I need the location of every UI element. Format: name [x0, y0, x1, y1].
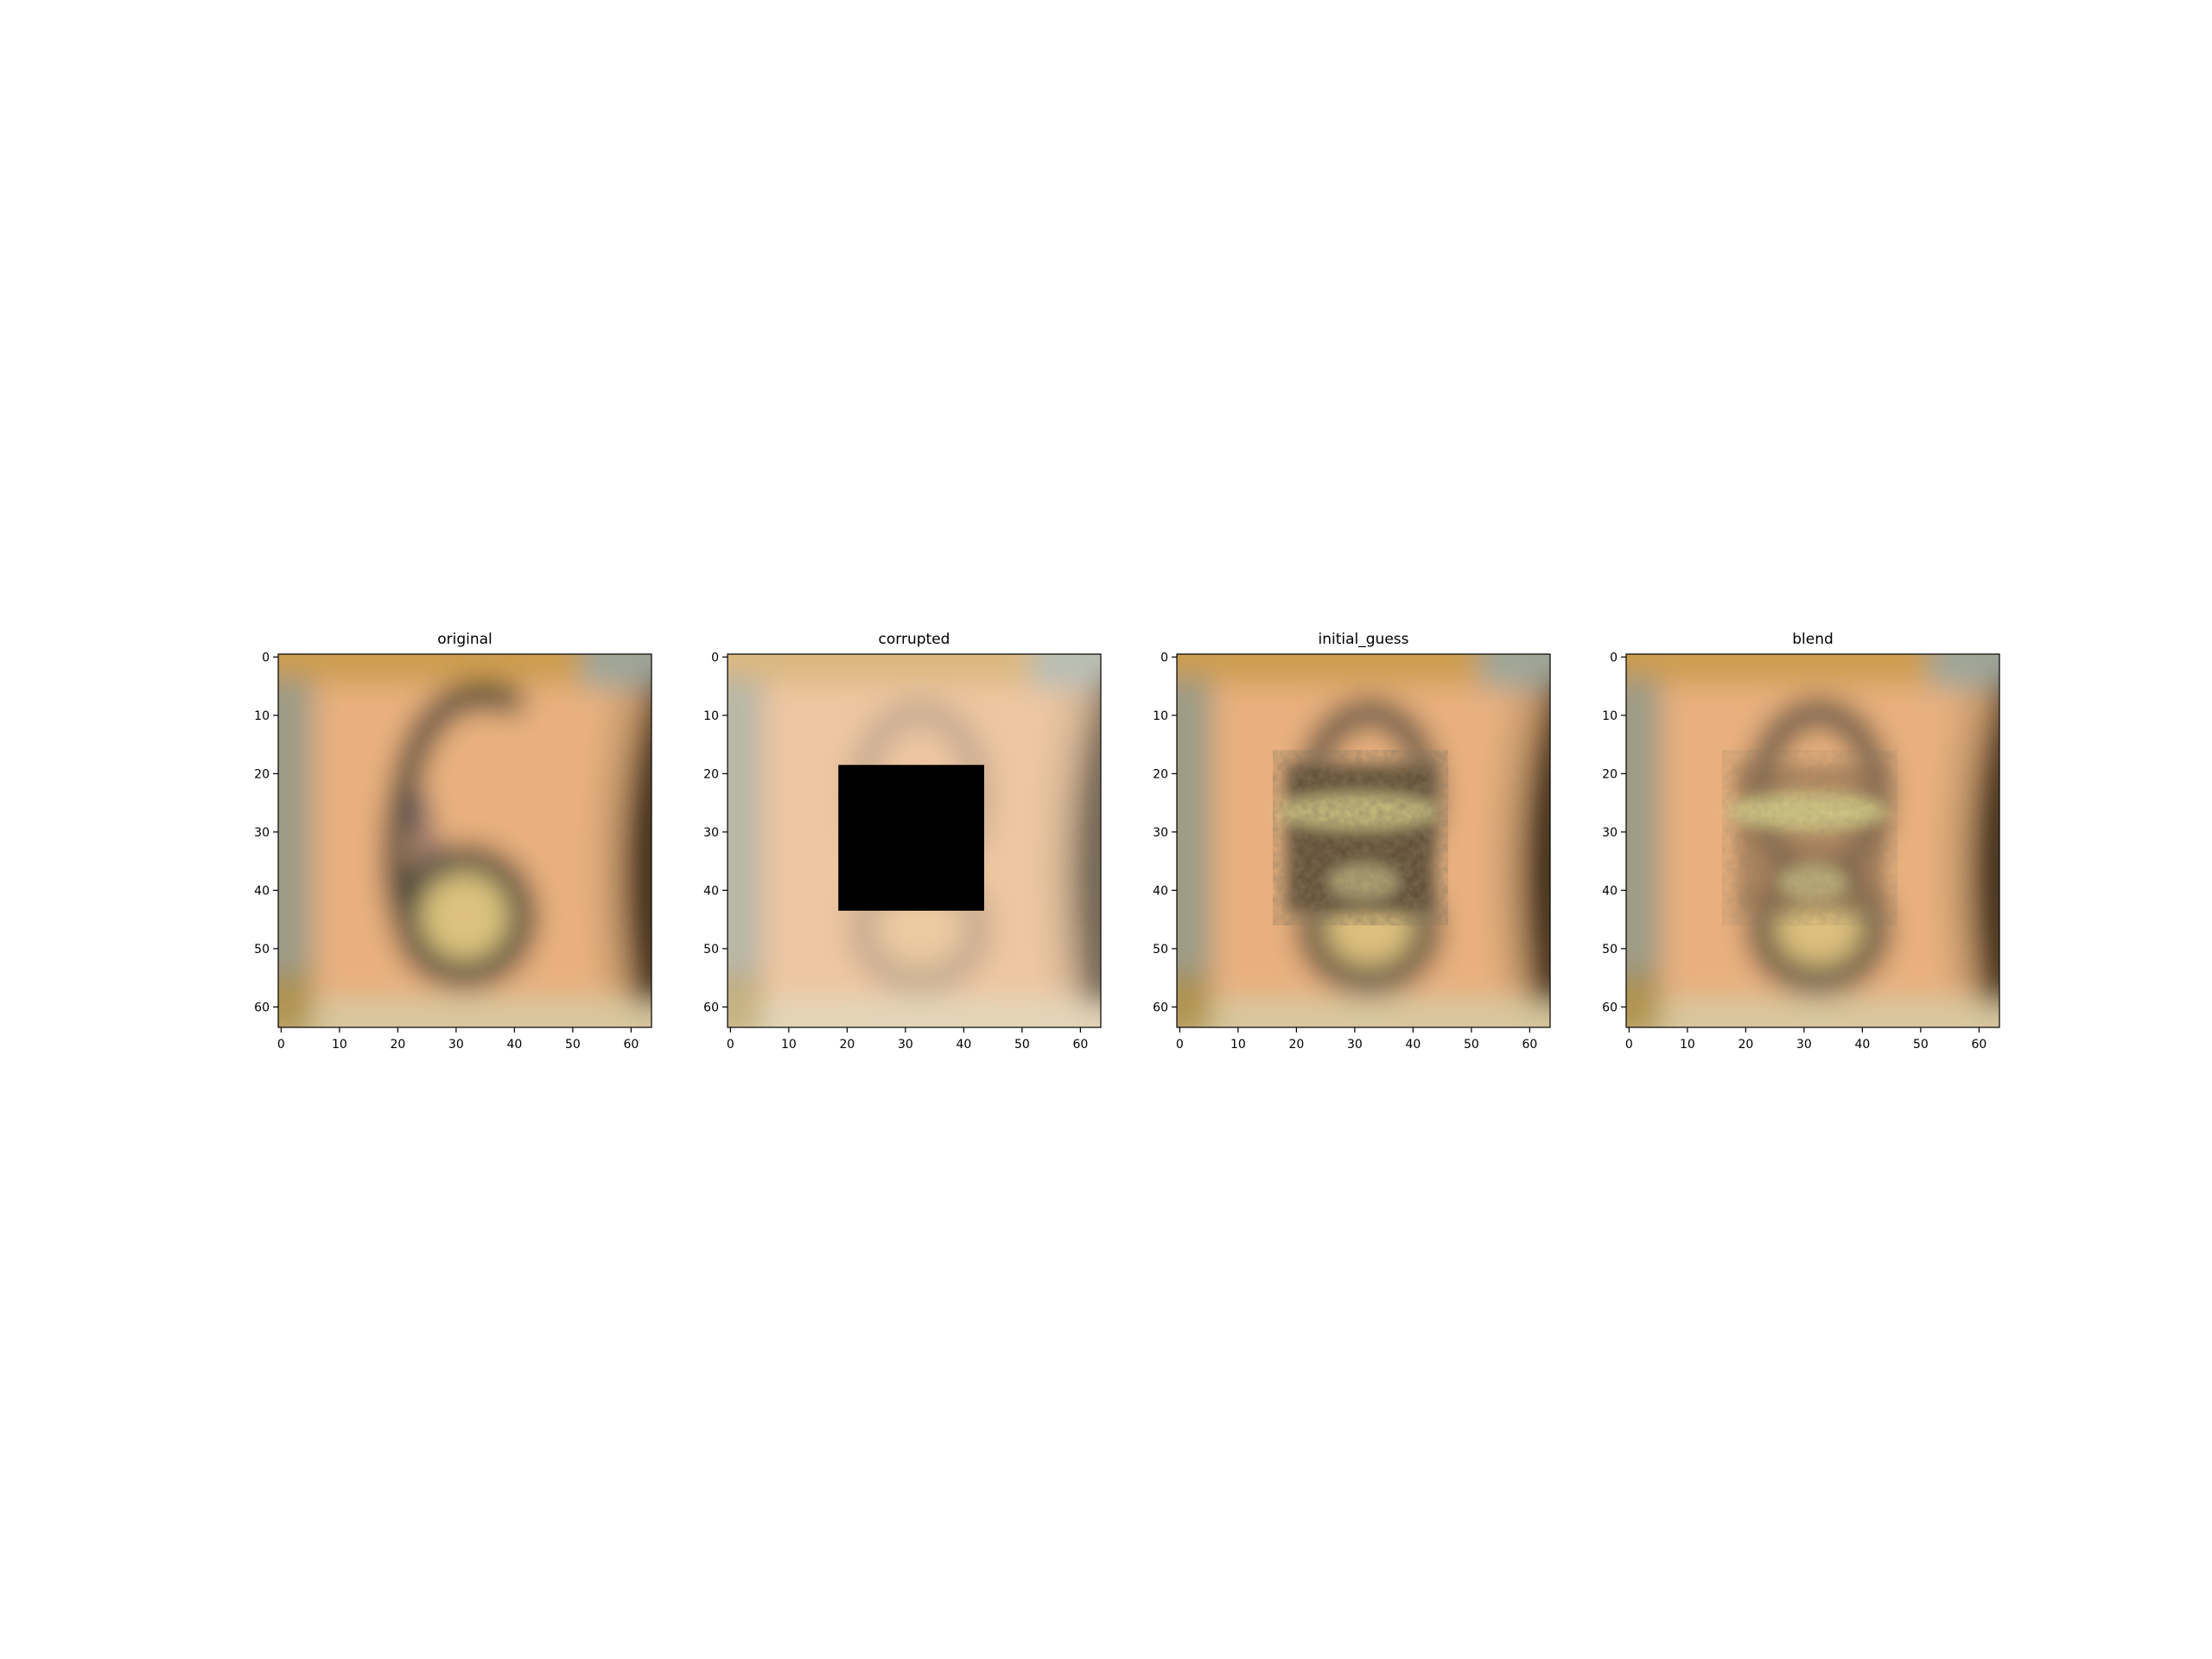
y-tick-label: 50 — [703, 943, 719, 957]
y-tick-label: 0 — [262, 651, 270, 664]
x-tick-label: 0 — [727, 1038, 734, 1052]
x-tick-label: 30 — [448, 1038, 464, 1052]
x-tick-label: 0 — [1625, 1038, 1633, 1052]
y-tick-label: 40 — [254, 884, 270, 898]
x-tick-label: 60 — [1072, 1038, 1088, 1052]
y-tick-label: 10 — [703, 709, 719, 723]
x-tick-label: 60 — [1522, 1038, 1537, 1052]
image-axes: 0 0 10 10 20 20 30 30 40 40 50 50 60 60 — [254, 651, 652, 1052]
x-tick-label: 40 — [956, 1038, 971, 1052]
y-tick-label: 30 — [1153, 826, 1168, 840]
y-tick-label: 30 — [703, 826, 719, 840]
x-tick-label: 50 — [1014, 1038, 1030, 1052]
y-tick-label: 20 — [1153, 767, 1168, 781]
x-tick-label: 0 — [1176, 1038, 1184, 1052]
panel-title: initial_guess — [1318, 631, 1409, 648]
x-tick-label: 10 — [332, 1038, 347, 1052]
x-tick-label: 60 — [623, 1038, 639, 1052]
x-tick-label: 20 — [1738, 1038, 1753, 1052]
image-axes: 0 0 10 10 20 20 30 30 40 40 50 50 60 60 — [703, 651, 1102, 1052]
y-tick-label: 20 — [1602, 767, 1618, 781]
image-content — [1626, 654, 1999, 1027]
panel-blend: blend 0 0 10 10 20 20 30 30 40 40 50 50 60 60 — [1574, 631, 2003, 1080]
inpainted-region — [1726, 765, 1888, 911]
x-tick-label: 30 — [1796, 1038, 1812, 1052]
panel-corrupted: corrupted 0 0 10 10 20 20 30 30 40 40 50 50 60 60 — [676, 631, 1104, 1080]
x-tick-label: 40 — [506, 1038, 522, 1052]
axes-frame — [1176, 653, 1551, 1028]
y-tick-label: 30 — [254, 826, 270, 840]
axes-frame — [1625, 653, 2000, 1028]
x-tick-label: 10 — [1230, 1038, 1246, 1052]
image-axes: 0 0 10 10 20 20 30 30 40 40 50 50 60 60 — [1602, 651, 2000, 1052]
y-tick-label: 10 — [254, 709, 270, 723]
x-tick-label: 40 — [1405, 1038, 1421, 1052]
x-tick-label: 30 — [898, 1038, 913, 1052]
axes-frame — [277, 653, 652, 1028]
inpainted-region — [1276, 765, 1439, 911]
image-axes: 0 0 10 10 20 20 30 30 40 40 50 50 60 60 — [1153, 651, 1551, 1052]
mask-region — [838, 765, 984, 911]
image-content — [1177, 654, 1550, 1027]
panel-title: blend — [1792, 631, 1834, 648]
y-tick-label: 50 — [1153, 943, 1168, 957]
x-tick-label: 10 — [781, 1038, 797, 1052]
x-tick-label: 0 — [277, 1038, 285, 1052]
y-tick-label: 60 — [703, 1001, 719, 1014]
y-tick-label: 20 — [254, 767, 270, 781]
y-tick-label: 10 — [1602, 709, 1618, 723]
x-tick-label: 30 — [1347, 1038, 1363, 1052]
panel-original: original 0 0 10 10 20 20 30 30 40 40 50 50 60 60 — [226, 631, 655, 1080]
y-tick-label: 40 — [1153, 884, 1168, 898]
x-tick-label: 50 — [1913, 1038, 1929, 1052]
x-tick-label: 50 — [1464, 1038, 1479, 1052]
y-tick-label: 60 — [1153, 1001, 1168, 1014]
y-tick-label: 40 — [1602, 884, 1618, 898]
y-tick-label: 10 — [1153, 709, 1168, 723]
y-tick-label: 20 — [703, 767, 719, 781]
x-tick-label: 20 — [1288, 1038, 1304, 1052]
y-tick-label: 0 — [711, 651, 719, 664]
y-tick-label: 0 — [1610, 651, 1618, 664]
x-tick-label: 20 — [839, 1038, 855, 1052]
panel-title: corrupted — [878, 631, 950, 648]
x-tick-label: 50 — [565, 1038, 581, 1052]
y-tick-label: 60 — [254, 1001, 270, 1014]
x-tick-label: 60 — [1971, 1038, 1986, 1052]
y-tick-label: 40 — [703, 884, 719, 898]
x-tick-label: 40 — [1854, 1038, 1870, 1052]
image-content — [728, 654, 1101, 1027]
y-tick-label: 30 — [1602, 826, 1618, 840]
panel-title: original — [437, 631, 493, 648]
y-tick-label: 50 — [254, 943, 270, 957]
image-content — [278, 654, 652, 1027]
y-tick-label: 0 — [1160, 651, 1168, 664]
y-tick-label: 50 — [1602, 943, 1618, 957]
x-tick-label: 10 — [1680, 1038, 1695, 1052]
panel-guess: initial_guess 0 0 10 10 20 20 30 30 40 40 50 50 60 60 — [1125, 631, 1554, 1080]
axes-frame — [727, 653, 1102, 1028]
x-tick-label: 20 — [390, 1038, 405, 1052]
y-tick-label: 60 — [1602, 1001, 1618, 1014]
